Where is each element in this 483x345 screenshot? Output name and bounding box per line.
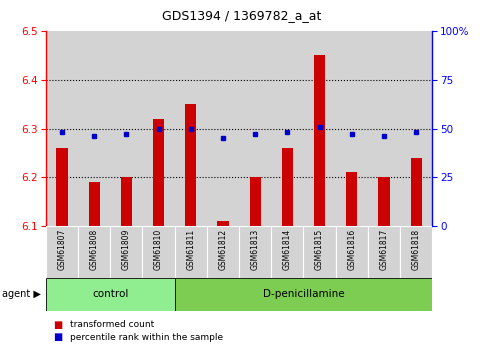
Text: ■: ■ [53, 333, 62, 342]
Text: GSM61814: GSM61814 [283, 229, 292, 270]
FancyBboxPatch shape [400, 226, 432, 278]
Bar [46, 31, 78, 226]
Text: GSM61809: GSM61809 [122, 229, 131, 270]
Text: GSM61818: GSM61818 [412, 229, 421, 270]
Bar [314, 56, 325, 226]
Text: GSM61810: GSM61810 [154, 229, 163, 270]
Text: GSM61816: GSM61816 [347, 229, 356, 270]
Bar [57, 148, 68, 226]
FancyBboxPatch shape [46, 226, 78, 278]
Bar [142, 31, 175, 226]
Bar [121, 177, 132, 226]
FancyBboxPatch shape [175, 226, 207, 278]
FancyBboxPatch shape [239, 226, 271, 278]
Text: percentile rank within the sample: percentile rank within the sample [70, 333, 223, 342]
Bar [207, 31, 239, 226]
Bar [110, 31, 142, 226]
Bar [303, 31, 336, 226]
FancyBboxPatch shape [110, 226, 142, 278]
FancyBboxPatch shape [142, 226, 175, 278]
Text: D-penicillamine: D-penicillamine [263, 289, 344, 299]
FancyBboxPatch shape [207, 226, 239, 278]
Bar [175, 31, 207, 226]
Bar [250, 177, 261, 226]
FancyBboxPatch shape [78, 226, 110, 278]
FancyBboxPatch shape [368, 226, 400, 278]
Bar [282, 148, 293, 226]
Bar [346, 172, 357, 226]
Text: transformed count: transformed count [70, 321, 154, 329]
Bar [368, 31, 400, 226]
FancyBboxPatch shape [303, 226, 336, 278]
Text: GSM61815: GSM61815 [315, 229, 324, 270]
Bar [78, 31, 110, 226]
Text: GSM61811: GSM61811 [186, 229, 195, 270]
Bar [239, 31, 271, 226]
Text: GDS1394 / 1369782_a_at: GDS1394 / 1369782_a_at [162, 9, 321, 22]
FancyBboxPatch shape [336, 226, 368, 278]
Bar [400, 31, 432, 226]
FancyBboxPatch shape [271, 226, 303, 278]
Bar [271, 31, 303, 226]
Text: GSM61817: GSM61817 [380, 229, 388, 270]
Text: GSM61807: GSM61807 [57, 229, 67, 270]
Text: GSM61812: GSM61812 [218, 229, 227, 270]
Text: GSM61808: GSM61808 [90, 229, 99, 270]
FancyBboxPatch shape [175, 278, 432, 310]
Bar [411, 158, 422, 226]
Bar [217, 221, 228, 226]
FancyBboxPatch shape [46, 278, 175, 310]
Bar [185, 104, 197, 226]
Text: control: control [92, 289, 128, 299]
Bar [378, 177, 390, 226]
Text: GSM61813: GSM61813 [251, 229, 260, 270]
Bar [153, 119, 164, 226]
Text: agent ▶: agent ▶ [2, 289, 41, 299]
Bar [336, 31, 368, 226]
Text: ■: ■ [53, 320, 62, 330]
Bar [88, 182, 100, 226]
